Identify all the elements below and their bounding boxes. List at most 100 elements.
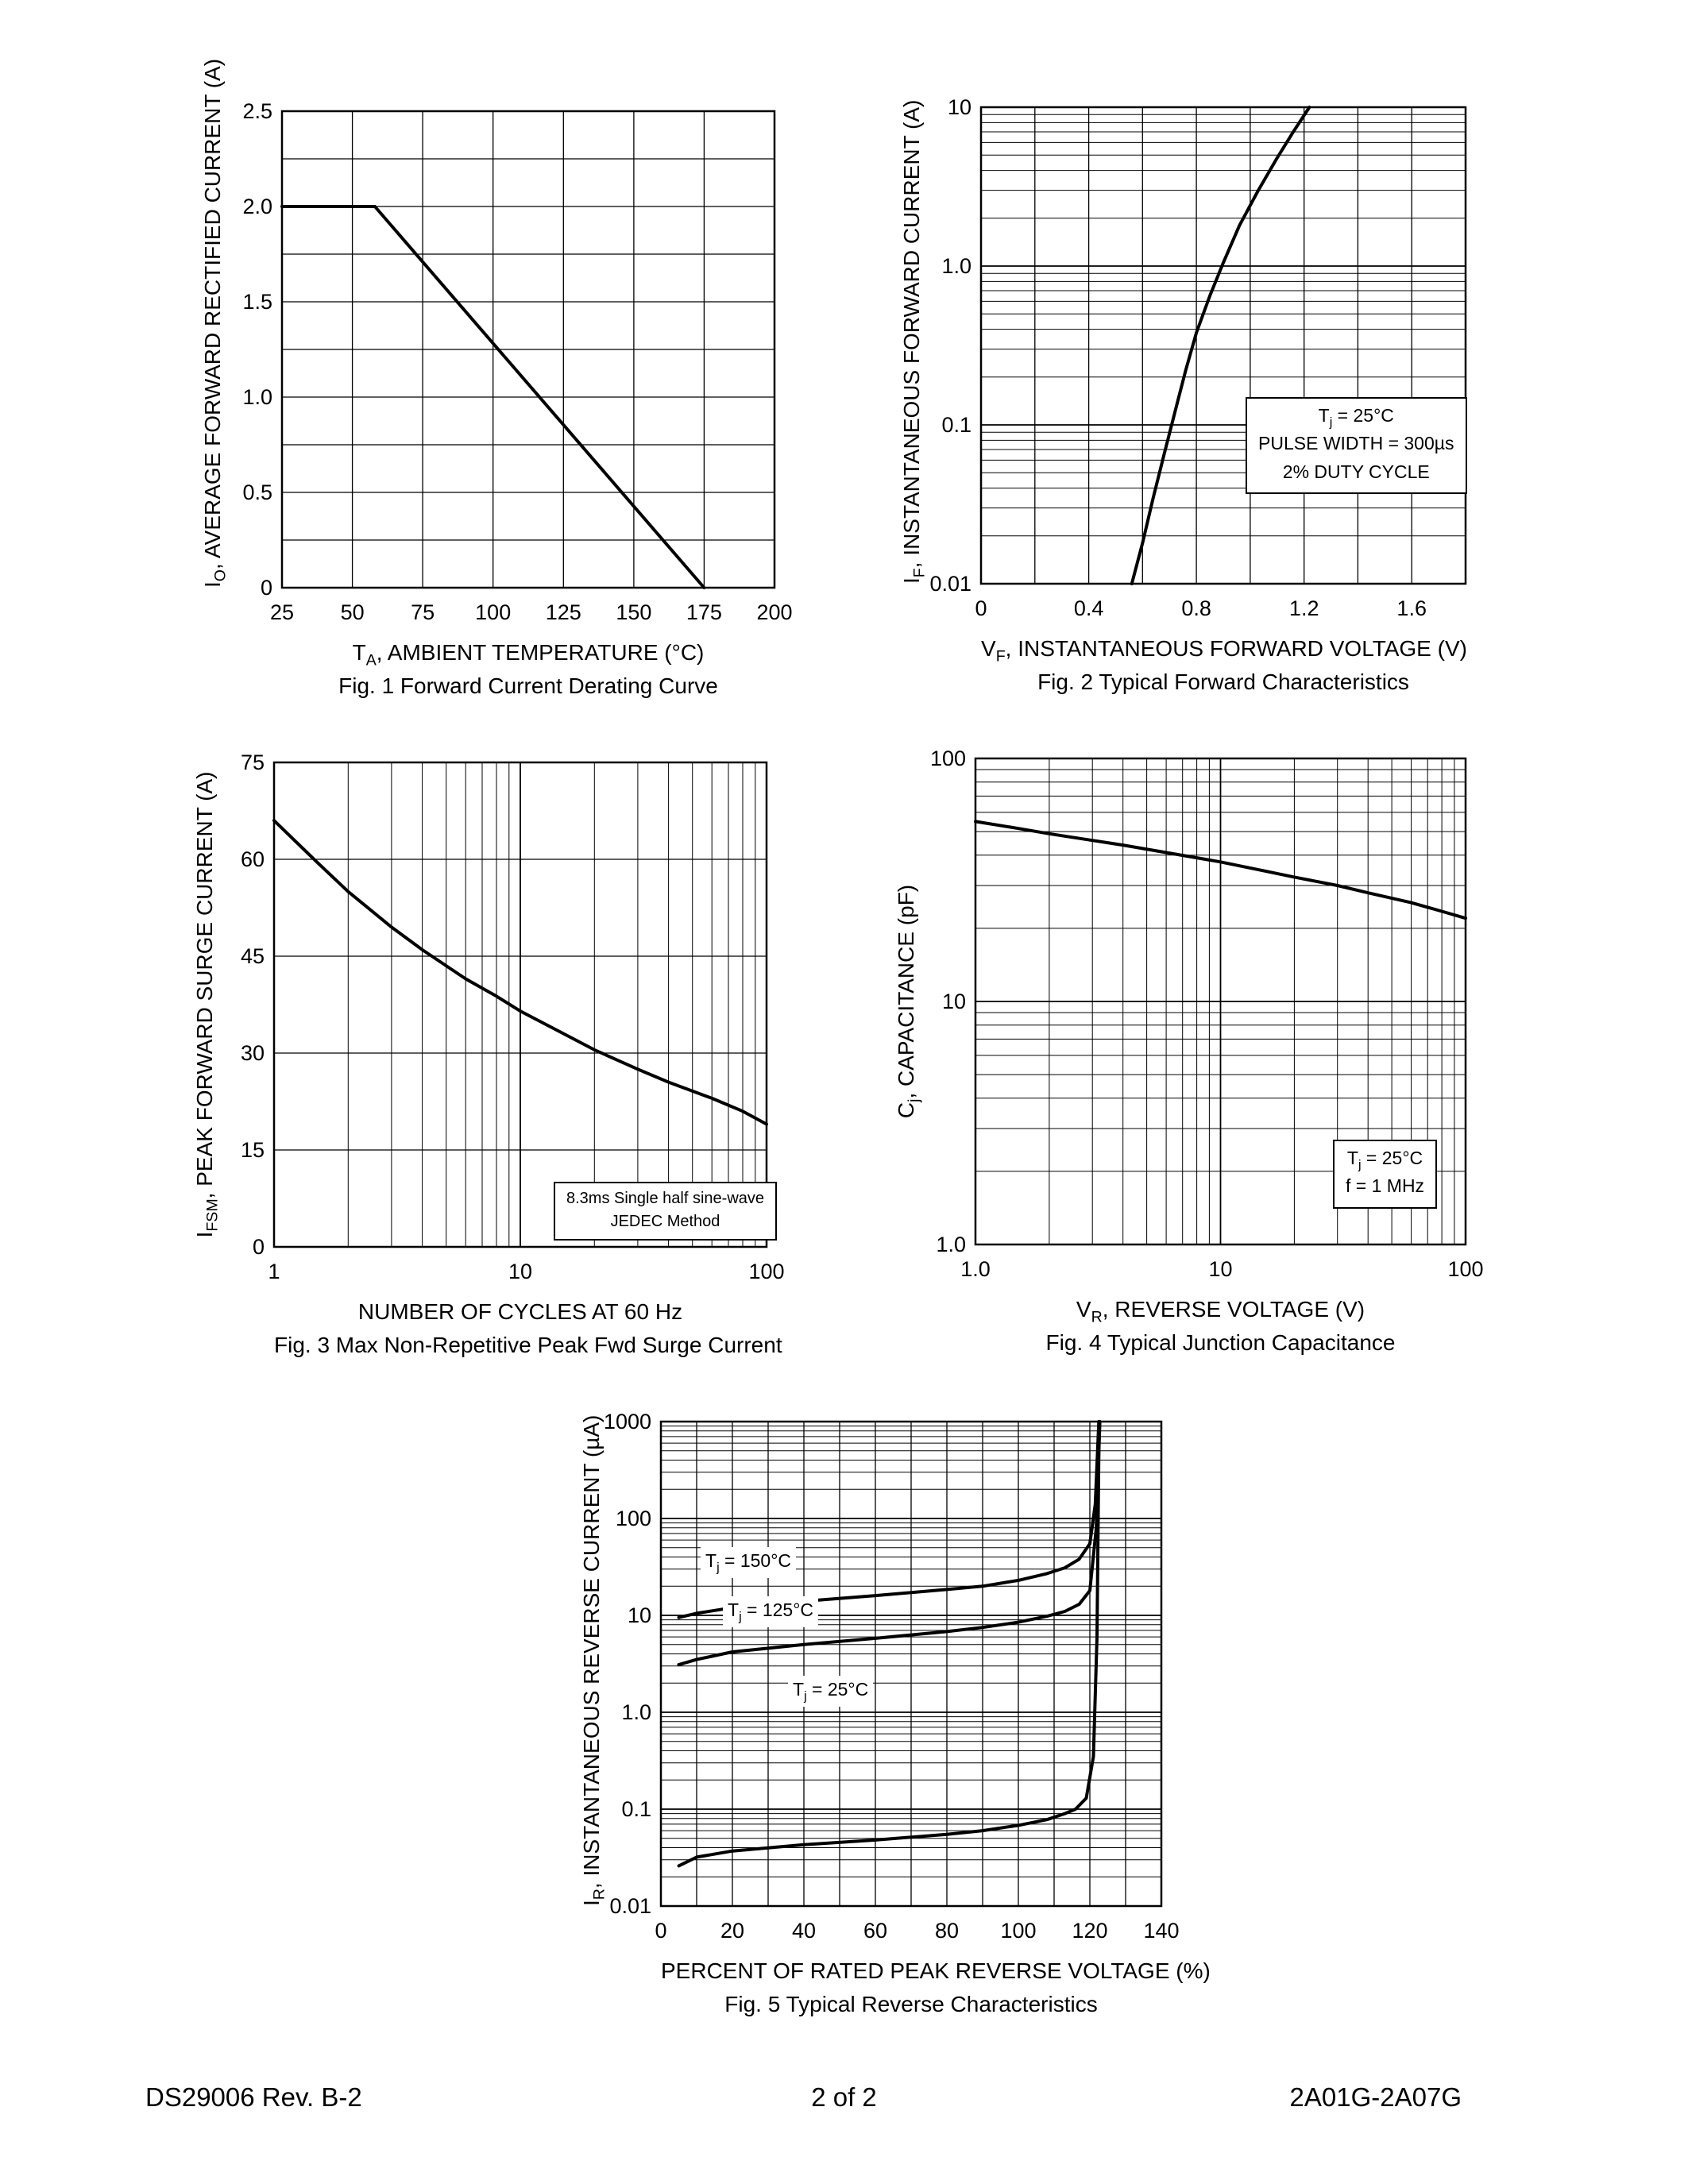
svg-text:1.6: 1.6 <box>1396 596 1427 620</box>
fig4-y-axis-label: Cj, CAPACITANCE (pF) <box>892 758 923 1244</box>
fig1-x-axis-label: TA, AMBIENT TEMPERATURE (°C) <box>282 640 774 670</box>
fig3-x-axis-label: NUMBER OF CYCLES AT 60 Hz <box>274 1299 767 1329</box>
svg-text:1.0: 1.0 <box>936 1233 966 1256</box>
fig3-y-axis-label: IFSM, PEAK FORWARD SURGE CURRENT (A) <box>191 762 222 1247</box>
svg-text:50: 50 <box>341 600 365 624</box>
fig1-y-label-text: , AVERAGE FORWARD RECTIFIED CURRENT (A) <box>200 58 225 569</box>
svg-text:120: 120 <box>1072 1919 1107 1943</box>
fig5-curve-label-25C: Tj = 25°C <box>788 1676 874 1707</box>
fig5-plot-area: 0 20 40 60 80 100 120 140 1000 100 10 1.0 0.1 0.01 <box>604 1410 1180 1943</box>
svg-text:40: 40 <box>792 1919 816 1943</box>
fig3-x-label-text: NUMBER OF CYCLES AT 60 Hz <box>357 1299 683 1324</box>
fig4-caption: Fig. 4 Typical Junction Capacitance <box>1045 1330 1396 1355</box>
fig1-y-axis-label: IO, AVERAGE FORWARD RECTIFIED CURRENT (A… <box>199 59 230 588</box>
svg-text:1: 1 <box>268 1260 280 1283</box>
svg-text:125: 125 <box>546 600 581 624</box>
svg-text:75: 75 <box>411 600 435 624</box>
svg-text:10: 10 <box>942 990 966 1013</box>
svg-text:10: 10 <box>948 95 971 119</box>
fig3-y-label-symbol: I <box>192 1231 217 1238</box>
svg-text:1.5: 1.5 <box>242 290 272 314</box>
svg-text:0: 0 <box>655 1919 666 1943</box>
fig5-x-label-text: PERCENT OF RATED PEAK REVERSE VOLTAGE (%… <box>661 1958 1211 1983</box>
fig1-x-label-subscript: A <box>365 651 377 669</box>
fig3-note-line-1: 8.3ms Single half sine-wave <box>566 1190 765 1207</box>
fig4-note-line-2: f = 1 MHz <box>1346 1175 1425 1197</box>
fig4-x-axis-label: VR, REVERSE VOLTAGE (V) <box>975 1297 1466 1327</box>
fig2-note-line-2: PULSE WIDTH = 300µs <box>1258 433 1454 454</box>
svg-text:100: 100 <box>748 1260 784 1283</box>
svg-text:1.2: 1.2 <box>1289 596 1319 620</box>
svg-text:0: 0 <box>261 576 272 600</box>
fig4-test-conditions-note: Tj = 25°C f = 1 MHz <box>1333 1140 1438 1209</box>
svg-text:0.4: 0.4 <box>1074 596 1104 620</box>
footer-page-number: 2 of 2 <box>811 2082 877 2112</box>
svg-text:25: 25 <box>270 600 294 624</box>
svg-text:75: 75 <box>241 751 265 774</box>
svg-text:60: 60 <box>863 1919 887 1943</box>
svg-text:2.5: 2.5 <box>242 99 272 123</box>
fig3-caption: Fig. 3 Max Non-Repetitive Peak Fwd Surge… <box>274 1333 782 1357</box>
svg-text:0: 0 <box>253 1235 265 1259</box>
fig3-note-line-2: JEDEC Method <box>610 1212 720 1230</box>
svg-text:0.01: 0.01 <box>929 572 971 596</box>
svg-text:150: 150 <box>616 600 651 624</box>
fig5-curve-label-150C: Tj = 150°C <box>701 1547 797 1579</box>
fig2-y-label-text: , INSTANTANEOUS FORWARD CURRENT (A) <box>899 99 924 569</box>
fig1-x-label-symbol: T <box>352 640 366 665</box>
figure-1: IO, AVERAGE FORWARD RECTIFIED CURRENT (A… <box>200 59 810 698</box>
fig2-x-label-symbol: V <box>981 636 996 661</box>
svg-text:0.1: 0.1 <box>621 1797 651 1821</box>
fig4-x-label-symbol: V <box>1076 1297 1091 1322</box>
svg-text:60: 60 <box>241 847 265 871</box>
fig2-y-axis-label: IF, INSTANTANEOUS FORWARD CURRENT (A) <box>898 100 929 584</box>
svg-text:100: 100 <box>475 600 511 624</box>
svg-text:0: 0 <box>975 596 987 620</box>
fig5-caption: Fig. 5 Typical Reverse Characteristics <box>724 1992 1098 2016</box>
svg-text:15: 15 <box>241 1138 265 1162</box>
fig1-y-label-symbol: I <box>200 581 225 588</box>
svg-text:1.0: 1.0 <box>621 1700 651 1724</box>
fig2-x-label-subscript: F <box>995 647 1006 666</box>
fig5-y-label-symbol: I <box>579 1900 604 1906</box>
svg-text:1.0: 1.0 <box>960 1257 991 1281</box>
svg-text:100: 100 <box>1447 1257 1483 1281</box>
fig4-note-line-1: Tj = 25°C <box>1346 1148 1423 1172</box>
svg-text:2.0: 2.0 <box>242 195 272 218</box>
svg-text:10: 10 <box>628 1603 651 1627</box>
svg-text:10: 10 <box>1208 1257 1232 1281</box>
svg-text:0.01: 0.01 <box>609 1894 651 1918</box>
fig5-y-label-text: , INSTANTANEOUS REVERSE CURRENT (µA) <box>579 1414 604 1889</box>
svg-text:100: 100 <box>1000 1919 1036 1943</box>
svg-text:100: 100 <box>616 1507 651 1530</box>
fig4-y-label-subscript: j <box>905 1098 923 1102</box>
fig4-plot-area: 1.0 10 100 100 10 1.0 <box>930 747 1484 1281</box>
svg-text:0.5: 0.5 <box>242 480 272 504</box>
fig2-test-conditions-note: Tj = 25°C PULSE WIDTH = 300µs 2% DUTY CY… <box>1246 397 1467 494</box>
footer-part-number: 2A01G-2A07G <box>1289 2082 1462 2112</box>
footer-doc-number: DS29006 Rev. B-2 <box>145 2082 362 2112</box>
fig3-y-label-text: , PEAK FORWARD SURGE CURRENT (A) <box>192 771 217 1199</box>
svg-text:100: 100 <box>930 747 966 770</box>
svg-text:10: 10 <box>508 1260 532 1283</box>
svg-text:30: 30 <box>241 1041 265 1065</box>
fig2-caption: Fig. 2 Typical Forward Characteristics <box>1037 669 1409 694</box>
fig1-caption: Fig. 1 Forward Current Derating Curve <box>338 673 718 698</box>
fig2-note-line-3: 2% DUTY CYCLE <box>1282 461 1430 482</box>
figure-5: IR, INSTANTANEOUS REVERSE CURRENT (µA) 0… <box>579 1402 1211 2016</box>
fig1-x-label-text: , AMBIENT TEMPERATURE (°C) <box>376 640 705 665</box>
fig4-y-label-symbol: C <box>894 1102 918 1119</box>
fig1-plot-area: 25 50 75 100 125 150 175 200 0 0.5 1.0 1.5 2.0 2.5 <box>242 99 792 624</box>
svg-text:140: 140 <box>1143 1919 1179 1943</box>
fig1-y-label-subscript: O <box>211 569 230 582</box>
fig2-x-axis-label: VF, INSTANTANEOUS FORWARD VOLTAGE (V) <box>981 636 1467 666</box>
fig5-curve-label-125C: Tj = 125°C <box>723 1596 819 1628</box>
figure-4: Cj, CAPACITANCE (pF) 1.0 10 100 100 10 1.0 Tj… <box>894 739 1501 1355</box>
fig3-method-note: 8.3ms Single half sine-wave JEDEC Method <box>554 1182 778 1241</box>
fig2-note-line-1: Tj = 25°C <box>1318 405 1394 430</box>
fig3-y-label-subscript: FSM <box>203 1198 222 1232</box>
fig2-x-label-text: , INSTANTANEOUS FORWARD VOLTAGE (V) <box>1005 636 1467 661</box>
fig2-plot-area: 0 0.4 0.8 1.2 1.6 10 1.0 0.1 0.01 <box>929 95 1467 620</box>
fig3-plot-area: 1 10 100 0 15 30 45 60 75 <box>241 751 785 1283</box>
svg-text:80: 80 <box>935 1919 959 1943</box>
